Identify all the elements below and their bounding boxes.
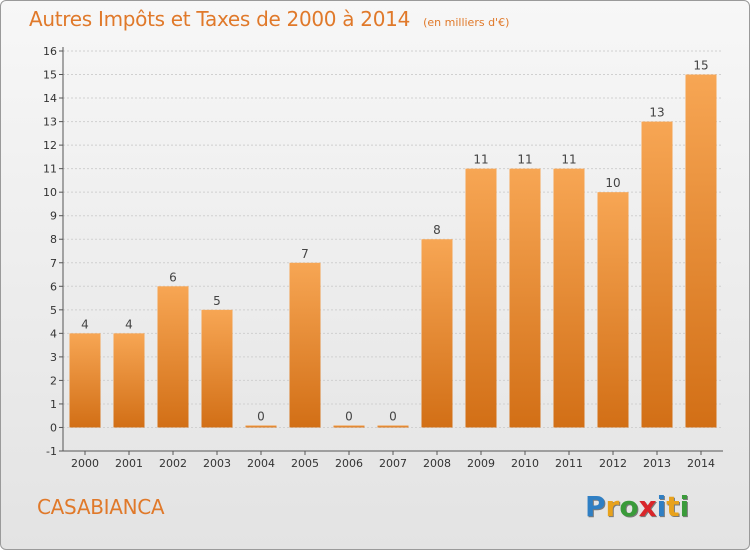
- proxiti-logo[interactable]: Proxiti: [585, 490, 689, 523]
- y-tick-label: 7: [50, 257, 57, 270]
- x-tick-label: 2000: [71, 457, 99, 470]
- x-tick-label: 2008: [423, 457, 451, 470]
- data-label: 7: [301, 247, 309, 261]
- x-tick-label: 2001: [115, 457, 143, 470]
- x-tick-label: 2013: [643, 457, 671, 470]
- y-tick-label: 3: [50, 351, 57, 364]
- x-tick-label: 2014: [687, 457, 715, 470]
- data-label: 0: [389, 409, 397, 423]
- data-label: 6: [169, 270, 177, 284]
- y-tick-label: 1: [50, 398, 57, 411]
- data-label: 11: [561, 153, 576, 167]
- bar: [245, 425, 277, 428]
- x-tick-label: 2011: [555, 457, 583, 470]
- data-label: 4: [125, 317, 133, 331]
- data-label: 13: [649, 106, 664, 120]
- data-label: 15: [693, 59, 708, 73]
- y-tick-label: 0: [50, 421, 57, 434]
- chart-title-block: Autres Impôts et Taxes de 2000 à 2014 (e…: [29, 7, 509, 31]
- y-tick-label: -1: [46, 445, 57, 458]
- x-tick-label: 2007: [379, 457, 407, 470]
- data-label: 11: [473, 153, 488, 167]
- bar: [685, 74, 717, 428]
- commune-name: CASABIANCA: [37, 495, 165, 519]
- y-tick-label: 16: [43, 45, 57, 58]
- y-tick-label: 9: [50, 210, 57, 223]
- logo-letter: o: [619, 490, 639, 523]
- y-tick-label: 5: [50, 304, 57, 317]
- y-tick-label: 4: [50, 327, 57, 340]
- bar: [509, 168, 541, 428]
- x-tick-label: 2003: [203, 457, 231, 470]
- bar: [553, 168, 585, 428]
- logo-letter: i: [656, 490, 667, 523]
- bars: [69, 74, 717, 428]
- y-tick-label: 15: [43, 69, 57, 82]
- x-tick-label: 2010: [511, 457, 539, 470]
- y-tick-label: 6: [50, 280, 57, 293]
- bar: [377, 425, 409, 428]
- data-label: 5: [213, 294, 221, 308]
- logo-letter: x: [638, 490, 657, 523]
- x-tick-label: 2005: [291, 457, 319, 470]
- logo-letter: t: [666, 490, 680, 523]
- bar: [113, 333, 145, 428]
- bar: [289, 262, 321, 428]
- data-label: 11: [517, 153, 532, 167]
- bar: [641, 121, 673, 428]
- data-label: 4: [81, 317, 89, 331]
- x-tick-label: 2002: [159, 457, 187, 470]
- data-label: 8: [433, 223, 441, 237]
- y-tick-label: 13: [43, 116, 57, 129]
- bar: [157, 286, 189, 428]
- y-tick-label: 14: [43, 92, 57, 105]
- logo-letter: i: [679, 490, 690, 523]
- bar: [69, 333, 101, 428]
- bar: [465, 168, 497, 428]
- x-tick-label: 2006: [335, 457, 363, 470]
- y-tick-label: 8: [50, 233, 57, 246]
- chart-subtitle: (en milliers d'€): [423, 16, 510, 29]
- data-label: 0: [257, 409, 265, 423]
- x-tick-label: 2009: [467, 457, 495, 470]
- data-label: 10: [605, 176, 620, 190]
- logo-letter: r: [605, 490, 620, 523]
- x-tick-label: 2004: [247, 457, 275, 470]
- chart-title: Autres Impôts et Taxes de 2000 à 2014: [29, 7, 410, 31]
- y-tick-label: 12: [43, 139, 57, 152]
- data-label: 0: [345, 409, 353, 423]
- bar: [421, 239, 453, 428]
- data-labels: 4 4 6 5 0 7 0 0 8 11 11 11 10 13 15: [81, 59, 708, 424]
- y-tick-label: 10: [43, 186, 57, 199]
- bar: [333, 425, 365, 428]
- y-tick-label: 2: [50, 374, 57, 387]
- bar: [201, 309, 233, 428]
- bar: [597, 192, 629, 428]
- y-tick-label: 11: [43, 163, 57, 176]
- logo-letter: P: [585, 490, 606, 523]
- x-tick-label: 2012: [599, 457, 627, 470]
